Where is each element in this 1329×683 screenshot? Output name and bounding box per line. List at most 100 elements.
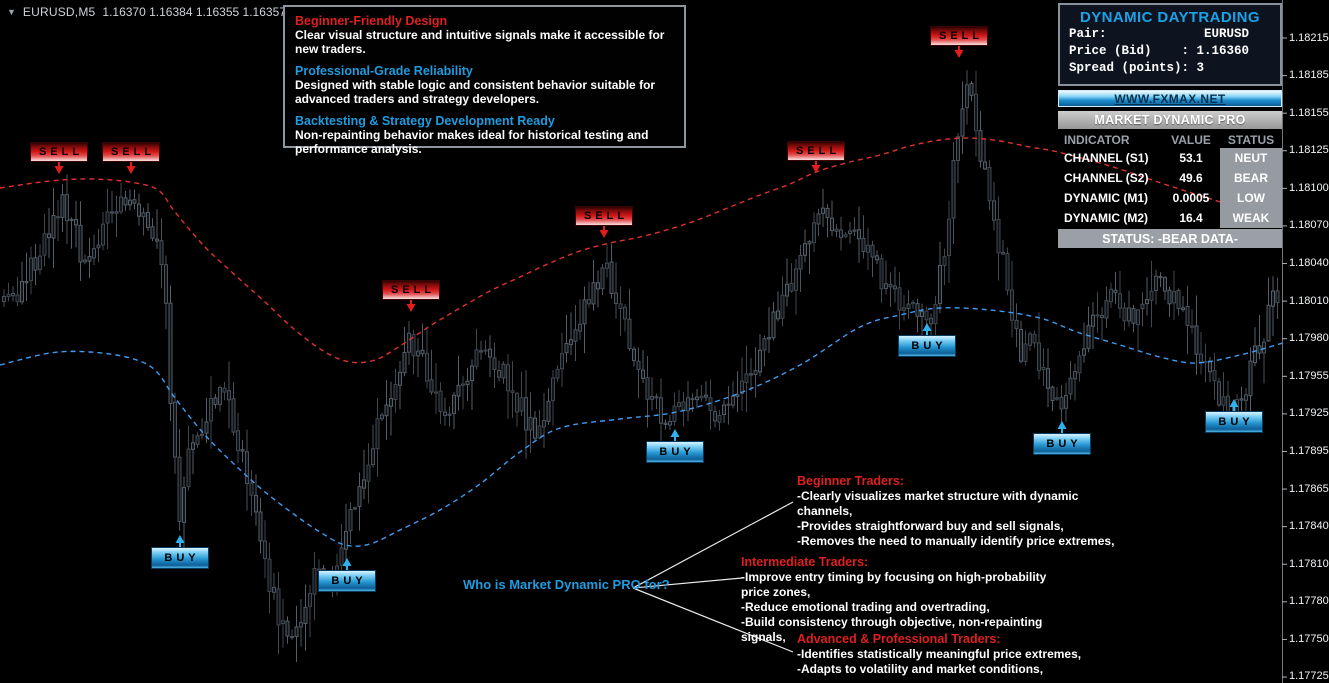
sell-arrow-icon xyxy=(54,166,64,174)
panel-info-row: Price (Bid) : 1.16360 xyxy=(1069,44,1250,58)
indicator-row: DYNAMIC (M1) 0.0005 LOW xyxy=(1058,188,1282,208)
sell-signal-label[interactable]: SELL xyxy=(575,206,633,226)
buy-arrow-icon xyxy=(1229,399,1239,407)
info-section-title: Professional-Grade Reliability xyxy=(295,64,473,78)
buy-arrow-icon xyxy=(175,535,185,543)
sell-signal-label[interactable]: SELL xyxy=(382,280,440,300)
price-axis-label: 1.18040 xyxy=(1289,257,1329,270)
buy-signal-label[interactable]: BUY xyxy=(646,441,704,463)
sell-signal-label[interactable]: SELL xyxy=(30,142,88,162)
price-axis-label: 1.17865 xyxy=(1289,482,1329,495)
price-axis-label: 1.17840 xyxy=(1289,520,1329,533)
trader-group-title: Advanced & Professional Traders: xyxy=(797,632,1001,646)
price-axis-label: 1.18100 xyxy=(1289,181,1329,194)
indicator-table: INDICATOR VALUE STATUS CHANNEL (S1) 53.1 NEUT… xyxy=(1058,131,1282,228)
candles xyxy=(2,70,1280,662)
trader-group-title: Intermediate Traders: xyxy=(741,555,869,569)
indicator-value: 53.1 xyxy=(1179,151,1203,165)
info-section-title: Beginner-Friendly Design xyxy=(295,14,448,28)
info-section-body: Non-repainting behavior makes ideal for … xyxy=(295,128,649,156)
trader-group-item: -Clearly visualizes market structure wit… xyxy=(797,489,1079,518)
chart-symbol-ohlc: ▼ EURUSD,M5 1.16370 1.16384 1.16355 1.16… xyxy=(7,5,286,19)
annotation-fan-line xyxy=(632,501,794,589)
indicator-value: 16.4 xyxy=(1179,211,1203,225)
indicator-table-header: INDICATOR VALUE STATUS xyxy=(1058,131,1282,148)
sell-signal-label[interactable]: SELL xyxy=(102,142,160,162)
sell-arrow-icon xyxy=(811,165,821,173)
panel-info-row: Pair: EURUSD xyxy=(1069,27,1250,41)
indicator-name: CHANNEL (S1) xyxy=(1064,151,1149,165)
upper-channel-line xyxy=(0,137,1284,364)
fxmax-link-label: WWW.FXMAX.NET xyxy=(1114,91,1226,106)
sell-arrow-icon xyxy=(599,230,609,238)
annotation-fan-line xyxy=(632,577,743,589)
info-section: Backtesting & Strategy Development Ready… xyxy=(295,114,674,156)
buy-arrow-icon xyxy=(922,323,932,331)
column-header: VALUE xyxy=(1171,132,1211,147)
sell-arrow-icon xyxy=(406,304,416,312)
indicator-name: DYNAMIC (M2) xyxy=(1064,211,1148,225)
who-is-it-for-question: Who is Market Dynamic PRO for? xyxy=(463,577,670,592)
buy-signal-label[interactable]: BUY xyxy=(898,335,956,357)
price-axis-label: 1.17980 xyxy=(1289,332,1329,345)
trader-group-item: -Reduce emotional trading and overtradin… xyxy=(741,600,990,614)
indicator-name: CHANNEL (S2) xyxy=(1064,171,1149,185)
panel-info-row: Spread (points): 3 xyxy=(1069,61,1205,75)
price-axis-label: 1.17780 xyxy=(1289,595,1329,608)
sell-signal-label[interactable]: SELL xyxy=(930,26,988,46)
indicator-row: DYNAMIC (M2) 16.4 WEAK xyxy=(1058,208,1282,228)
annotation-fan-line xyxy=(632,587,794,653)
buy-signal-label[interactable]: BUY xyxy=(1205,411,1263,433)
price-axis-label: 1.17925 xyxy=(1289,407,1329,420)
price-axis-label: 1.17895 xyxy=(1289,444,1329,457)
panel-title: DYNAMIC DAYTRADING xyxy=(1080,9,1260,26)
buy-arrow-icon xyxy=(670,429,680,437)
info-section: Professional-Grade Reliability Designed w… xyxy=(295,64,674,106)
info-section: Beginner-Friendly Design Clear visual str… xyxy=(295,14,674,56)
price-axis-label: 1.18010 xyxy=(1289,294,1329,307)
trader-group-item: -Provides straightforward buy and sell s… xyxy=(797,519,1064,533)
trader-group: Intermediate Traders: -Improve entry timi… xyxy=(741,555,1071,645)
dynamic-daytrading-box: DYNAMIC DAYTRADING Pair: EURUSD Price (Bi… xyxy=(1058,3,1282,86)
buy-signal-label[interactable]: BUY xyxy=(151,547,209,569)
indicator-value: 49.6 xyxy=(1179,171,1203,185)
buy-signal-label[interactable]: BUY xyxy=(318,570,376,592)
trader-group-title: Beginner Traders: xyxy=(797,474,904,488)
price-axis-label: 1.17750 xyxy=(1289,632,1329,645)
panel-status-bar: STATUS: -BEAR DATA- xyxy=(1058,229,1282,248)
panel-subtitle: MARKET DYNAMIC PRO xyxy=(1058,111,1282,129)
trader-group-item: -Build consistency through objective, no… xyxy=(741,615,1043,644)
indicator-status: LOW xyxy=(1220,188,1282,208)
price-axis-label: 1.17955 xyxy=(1289,369,1329,382)
buy-signal-label[interactable]: BUY xyxy=(1033,433,1091,455)
info-section-body: Designed with stable logic and consisten… xyxy=(295,78,656,106)
indicator-name: DYNAMIC (M1) xyxy=(1064,191,1148,205)
buy-arrow-icon xyxy=(342,558,352,566)
trader-group-item: -Improve entry timing by focusing on hig… xyxy=(741,570,1047,599)
lower-channel-line xyxy=(0,307,1284,547)
price-axis-label: 1.18125 xyxy=(1289,144,1329,157)
price-axis-label: 1.18070 xyxy=(1289,219,1329,232)
trader-group: Beginner Traders: -Clearly visualizes mar… xyxy=(797,474,1127,549)
sell-arrow-icon xyxy=(126,166,136,174)
price-axis-label: 1.18155 xyxy=(1289,106,1329,119)
trader-group: Advanced & Professional Traders: -Identif… xyxy=(797,632,1127,677)
feature-info-box: Beginner-Friendly Design Clear visual str… xyxy=(283,5,686,156)
column-header: STATUS xyxy=(1227,132,1275,147)
ohlc-values: 1.16370 1.16384 1.16355 1.16357 xyxy=(102,5,286,19)
sell-signal-label[interactable]: SELL xyxy=(787,141,845,161)
fxmax-link-button[interactable]: WWW.FXMAX.NET xyxy=(1058,90,1282,107)
info-section-body: Clear visual structure and intuitive sig… xyxy=(295,28,665,56)
indicator-status: NEUT xyxy=(1220,148,1282,168)
indicator-row: CHANNEL (S1) 53.1 NEUT xyxy=(1058,148,1282,168)
price-axis-label: 1.17725 xyxy=(1289,670,1329,683)
trader-group-item: -Adapts to volatility and market conditi… xyxy=(797,662,1044,676)
dropdown-triangle-icon: ▼ xyxy=(7,7,16,17)
indicator-value: 0.0005 xyxy=(1172,191,1210,205)
info-section-title: Backtesting & Strategy Development Ready xyxy=(295,114,555,128)
buy-arrow-icon xyxy=(1057,421,1067,429)
market-dynamic-pro-panel: DYNAMIC DAYTRADING Pair: EURUSD Price (Bi… xyxy=(1058,3,1282,248)
indicator-status: BEAR xyxy=(1220,168,1282,188)
